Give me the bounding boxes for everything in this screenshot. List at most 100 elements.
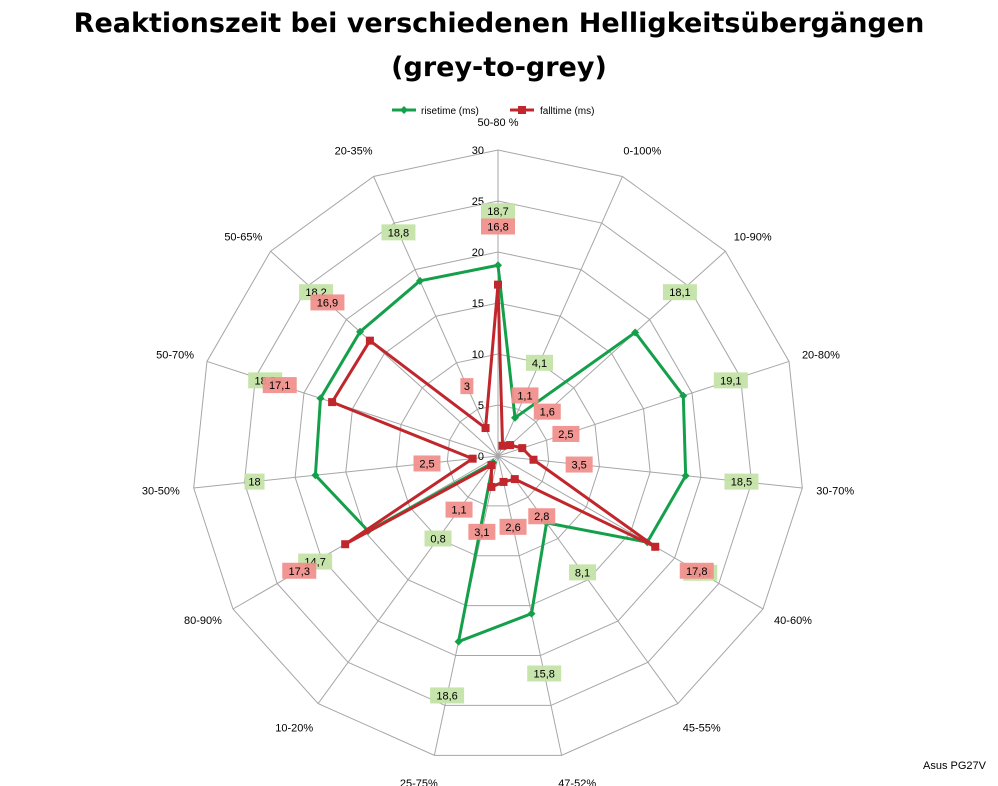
legend-risetime-label: risetime (ms) xyxy=(421,106,479,117)
category-label: 20-80% xyxy=(802,350,840,362)
spoke xyxy=(193,455,499,489)
data-label: 3,1 xyxy=(474,527,489,539)
data-label: 18,8 xyxy=(388,227,409,239)
data-label-box xyxy=(445,501,473,518)
data-label-box xyxy=(499,518,527,535)
data-point xyxy=(316,394,325,403)
grid-ring xyxy=(345,302,651,607)
grid-ring xyxy=(396,353,600,557)
category-label: 20-35% xyxy=(335,145,373,157)
data-point xyxy=(499,477,508,486)
data-label: 2,5 xyxy=(419,458,434,470)
data-point xyxy=(529,455,538,464)
data-labels-falltime: 16,81,11,62,53,517,82,82,63,11,117,32,51… xyxy=(262,218,714,579)
data-label: 18,1 xyxy=(669,287,690,299)
data-label: 19,1 xyxy=(720,375,741,387)
data-point xyxy=(527,609,536,618)
category-label: 80-90% xyxy=(184,615,222,627)
data-label: 0,8 xyxy=(430,534,445,546)
data-point xyxy=(356,327,365,336)
data-label: 8,1 xyxy=(575,567,590,579)
data-label-box xyxy=(481,203,515,220)
spoke xyxy=(317,455,499,704)
tick-label: 0 xyxy=(478,451,484,463)
data-point xyxy=(341,540,350,549)
data-label-box xyxy=(565,456,593,473)
data-label: 18,6 xyxy=(436,690,457,702)
data-label-box xyxy=(679,562,714,579)
legend-risetime-marker xyxy=(400,106,408,114)
data-label: 15,8 xyxy=(534,669,555,681)
legend: risetime (ms) falltime (ms) xyxy=(392,106,594,117)
data-label: 17,1 xyxy=(269,380,290,392)
data-point xyxy=(510,475,519,484)
data-point xyxy=(494,280,502,289)
data-label-box xyxy=(713,372,748,389)
data-label-box xyxy=(430,687,465,704)
data-label: 18,7 xyxy=(487,206,508,218)
data-point xyxy=(506,441,515,450)
data-label: 16,8 xyxy=(487,222,508,234)
spoke xyxy=(270,250,499,457)
data-point xyxy=(518,444,527,453)
data-label-box xyxy=(528,508,556,525)
data-label-box xyxy=(724,473,759,490)
data-label: 1,1 xyxy=(451,505,466,517)
data-point xyxy=(679,391,688,400)
data-point xyxy=(498,441,507,450)
data-label-box xyxy=(424,530,452,547)
data-label: 17,3 xyxy=(289,566,310,578)
tick-label: 15 xyxy=(472,298,484,310)
data-label-box xyxy=(511,387,539,404)
tick-label: 25 xyxy=(472,196,484,208)
chart-title-line1: Reaktionszeit bei verschiedenen Helligke… xyxy=(73,8,925,39)
spoke xyxy=(373,176,499,457)
category-label: 10-90% xyxy=(734,232,772,244)
data-label-box xyxy=(310,294,345,311)
data-label-box xyxy=(662,284,697,301)
data-label-box xyxy=(481,218,515,235)
data-point xyxy=(454,637,463,646)
data-label: 3,5 xyxy=(572,460,587,472)
category-label: 50-70% xyxy=(156,350,194,362)
data-label: 2,5 xyxy=(558,429,573,441)
tick-label: 10 xyxy=(472,349,484,361)
tick-label: 20 xyxy=(472,247,484,259)
footer-text: Asus PG27V xyxy=(923,760,986,772)
data-label: 4,1 xyxy=(532,358,547,370)
series-line xyxy=(330,283,657,549)
data-label: 3 xyxy=(464,381,470,393)
data-label-box xyxy=(552,425,580,442)
data-point xyxy=(365,336,374,345)
data-label: 2,8 xyxy=(534,511,549,523)
category-label: 30-50% xyxy=(142,485,180,497)
data-point xyxy=(494,261,502,270)
data-label-box xyxy=(262,377,297,394)
data-label-box xyxy=(468,523,496,540)
grid-ring xyxy=(243,200,753,706)
data-point xyxy=(511,413,520,422)
legend-falltime-marker xyxy=(518,106,526,114)
data-label: 17,8 xyxy=(686,566,707,578)
data-point xyxy=(487,482,496,491)
category-label: 50-65% xyxy=(224,232,262,244)
data-point xyxy=(311,471,320,480)
data-point xyxy=(681,471,690,480)
data-label: 18 xyxy=(248,477,260,489)
grid-ring xyxy=(446,404,550,507)
data-label-box xyxy=(533,403,561,420)
data-label: 1,1 xyxy=(517,390,532,402)
data-label: 1,6 xyxy=(540,407,555,419)
data-label: 18,5 xyxy=(731,477,752,489)
data-point xyxy=(487,461,496,470)
data-point xyxy=(416,276,425,285)
tick-label: 30 xyxy=(472,145,484,157)
category-label: 25-75% xyxy=(400,778,438,786)
data-point xyxy=(651,542,660,551)
data-label-box xyxy=(413,455,441,472)
data-label-box xyxy=(244,473,265,490)
data-label: 16,9 xyxy=(317,297,338,309)
data-label-box xyxy=(569,564,597,581)
data-label-box xyxy=(381,224,416,241)
